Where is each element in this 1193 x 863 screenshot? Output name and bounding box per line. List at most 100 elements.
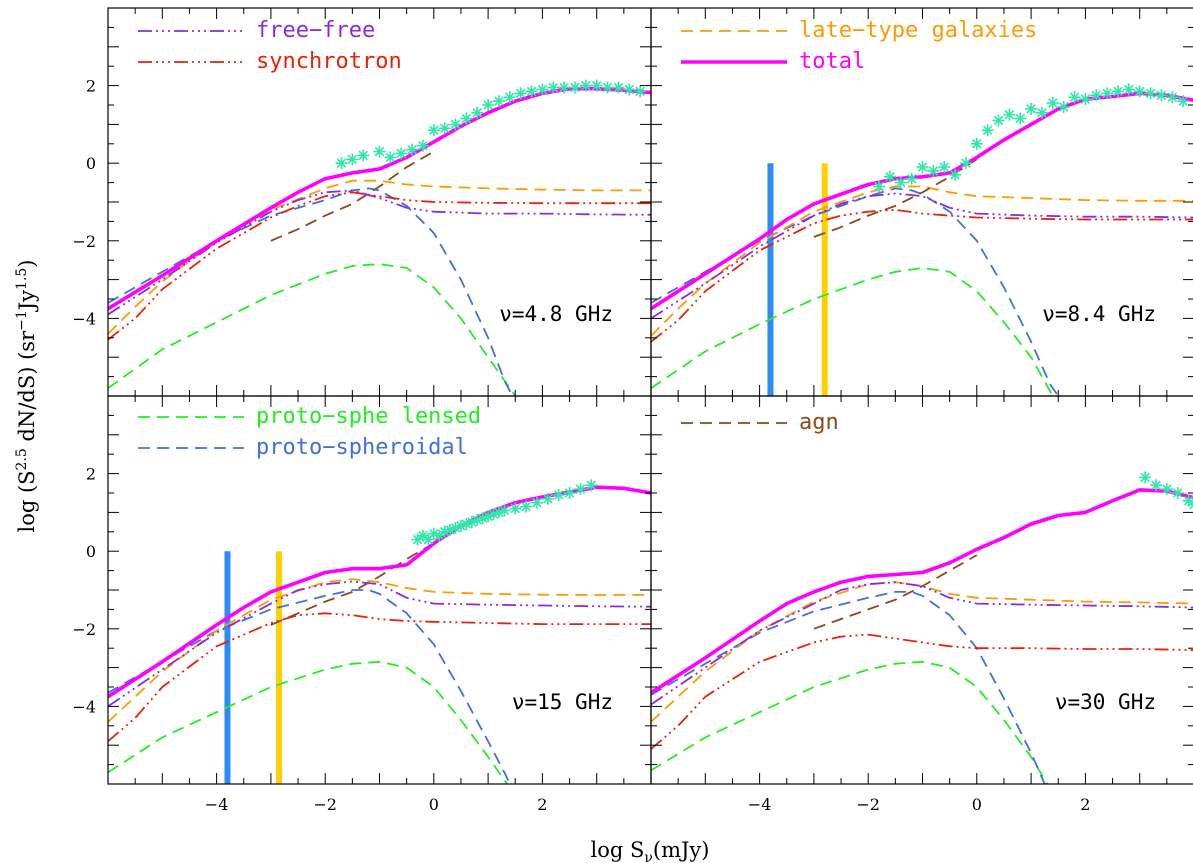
data-point [1025,102,1038,115]
data-point [1155,89,1168,102]
data-point [346,153,359,166]
panel-1: ν=4.8 GHz −4 −2 0 2 [72,7,652,397]
protosph-line [651,187,1060,396]
data-point [623,83,636,96]
legend-item-lensed: proto−sphe lensed [138,404,481,429]
data-point [460,112,473,125]
late-type-line [108,179,651,335]
legend-item-protosph: proto−spheroidal [138,435,468,460]
panel-frame [650,395,1193,785]
x-tick-label: 2 [1080,795,1090,814]
plot-area-2 [651,83,1193,396]
free-free-line [651,192,1193,320]
legend-item-late-type: late−type galaxies [681,18,1037,43]
plot-area-4 [651,471,1193,784]
data-point [541,492,554,505]
data-point [1101,87,1114,100]
x-axis-title: log Sν(mJy) [591,838,710,863]
x-tick-label: −2 [313,795,337,814]
ticks-3 [107,395,652,785]
legend-label: total [799,49,865,74]
data-point [449,118,462,131]
panel-frequency-label: ν=15 GHz [512,690,613,714]
x-tick-label: 2 [537,795,547,814]
data-point [1177,95,1190,108]
data-point [1068,91,1081,104]
data-point [1046,97,1059,110]
data-point [959,157,972,170]
y-tick-label: −4 [72,697,96,716]
data-point [1166,91,1179,104]
data-point [1057,100,1070,113]
data-point [568,81,581,94]
legend-label: synchrotron [256,49,402,74]
protosph-line [108,589,511,784]
data-point [1111,85,1124,98]
data-point [590,79,603,92]
data-point [1160,483,1173,496]
data-point [601,81,614,94]
data-point [433,529,446,542]
data-point [514,87,527,100]
x-tick-label: −4 [748,795,772,814]
data-point [894,176,907,189]
total-line [651,488,1193,695]
data-point [1188,499,1193,510]
data-point [395,147,408,160]
x-tick-label: −4 [205,795,229,814]
data-point [498,504,511,517]
data-point [406,143,419,156]
data-point [416,139,429,152]
y-tick-label: 0 [86,154,96,173]
panel-3: ν=15 GHz −4 −2 0 2 −4 −2 0 2 [72,395,652,814]
data-point [509,502,522,515]
data-point [1035,106,1048,119]
legend-label: agn [799,410,839,435]
lensed-line [651,267,1054,396]
y-tick-label: −2 [72,620,96,639]
data-point [547,81,560,94]
panel-4: ν=30 GHz −4 −2 0 2 [650,395,1193,814]
synchrotron-line [108,612,651,742]
data-point [905,172,918,185]
data-point [612,81,625,94]
data-point [1090,89,1103,102]
panel-2: ν=8.4 GHz [650,7,1193,397]
legend-label: late−type galaxies [799,18,1037,43]
data-point [916,161,929,174]
data-point [471,106,484,119]
data-point [1139,471,1152,484]
panel-frequency-label: ν=8.4 GHz [1042,302,1156,326]
data-point [465,516,478,529]
data-point [585,479,598,492]
data-point [873,180,886,193]
legend-item-free-free: free−free [138,18,375,43]
late-type-line [651,581,1193,723]
data-point [1133,85,1146,98]
legend-item-agn: agn [681,410,839,435]
data-point [482,99,495,111]
data-point [1014,112,1027,125]
data-point [552,488,565,501]
data-point [949,168,962,181]
total-line [108,485,651,699]
lensed-line [108,660,508,784]
ticks-4 [650,395,1193,785]
data-point [563,487,576,499]
data-point [981,124,994,137]
data-point [1003,108,1016,121]
x-tick-label: 0 [429,795,439,814]
data-point [970,137,983,150]
data-point [1144,87,1157,100]
data-point [335,157,348,170]
y-tick-label: 2 [86,77,96,96]
legend-label: free−free [256,18,375,43]
data-point [558,81,571,94]
data-point [927,164,940,177]
data-point [530,496,543,509]
legend: free−free synchrotron late−type galaxies to… [138,18,1037,460]
legend-label: proto−sphe lensed [256,404,481,429]
agn-line [270,542,435,626]
data-point [1149,479,1162,492]
